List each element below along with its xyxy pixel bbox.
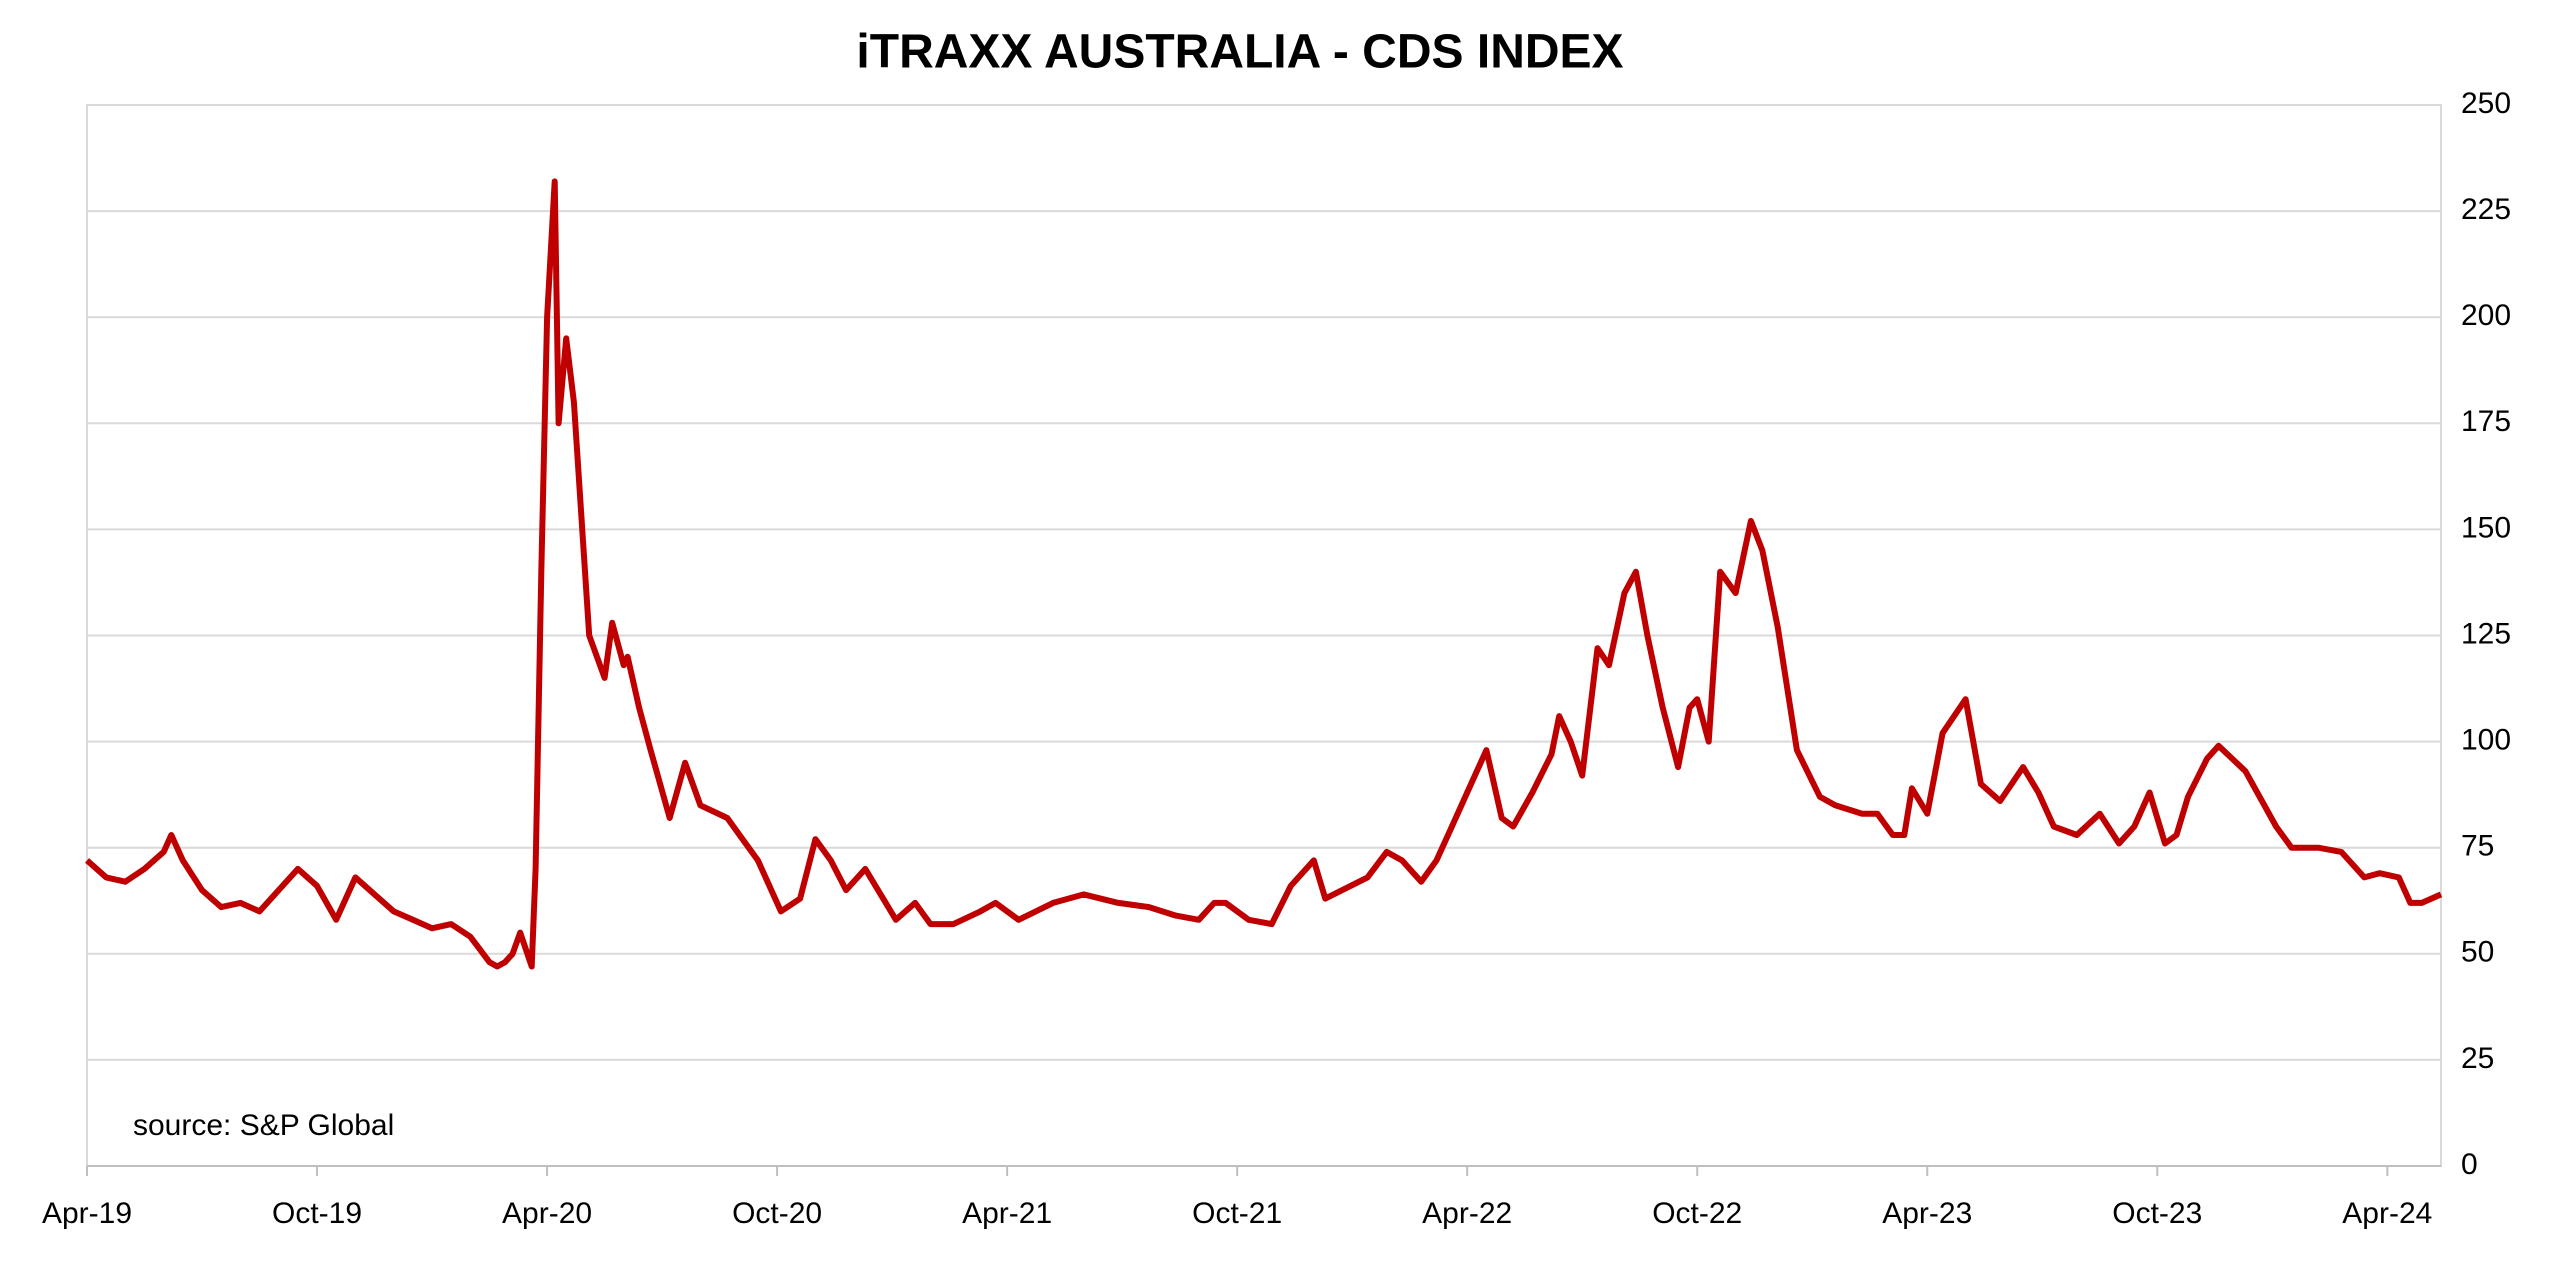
y-tick-label: 100 — [2461, 724, 2511, 757]
chart-title: iTRAXX AUSTRALIA - CDS INDEX — [856, 26, 1623, 79]
x-tick-label: Apr-22 — [1422, 1197, 1512, 1230]
x-tick-label: Oct-19 — [272, 1197, 362, 1230]
y-tick-label: 200 — [2461, 299, 2511, 332]
x-tick-label: Apr-23 — [1882, 1197, 1972, 1230]
x-tick-label: Apr-24 — [2342, 1197, 2432, 1230]
x-tick-label: Oct-21 — [1192, 1197, 1282, 1230]
y-tick-label: 225 — [2461, 193, 2511, 226]
y-tick-label: 75 — [2461, 830, 2494, 863]
x-tick-label: Oct-22 — [1652, 1197, 1742, 1230]
source-note: source: S&P Global — [133, 1109, 394, 1142]
y-tick-label: 250 — [2461, 87, 2511, 120]
y-tick-label: 0 — [2461, 1148, 2478, 1181]
x-tick-label: Apr-21 — [962, 1197, 1052, 1230]
y-tick-label: 150 — [2461, 511, 2511, 544]
x-tick-label: Apr-20 — [502, 1197, 592, 1230]
x-tick-label: Oct-20 — [732, 1197, 822, 1230]
x-tick-label: Oct-23 — [2112, 1197, 2202, 1230]
y-tick-label: 125 — [2461, 617, 2511, 650]
y-tick-label: 50 — [2461, 936, 2494, 969]
y-tick-label: 25 — [2461, 1042, 2494, 1075]
data-line — [85, 178, 2443, 970]
x-tick-label: Apr-19 — [42, 1197, 132, 1230]
y-tick-label: 175 — [2461, 405, 2511, 438]
